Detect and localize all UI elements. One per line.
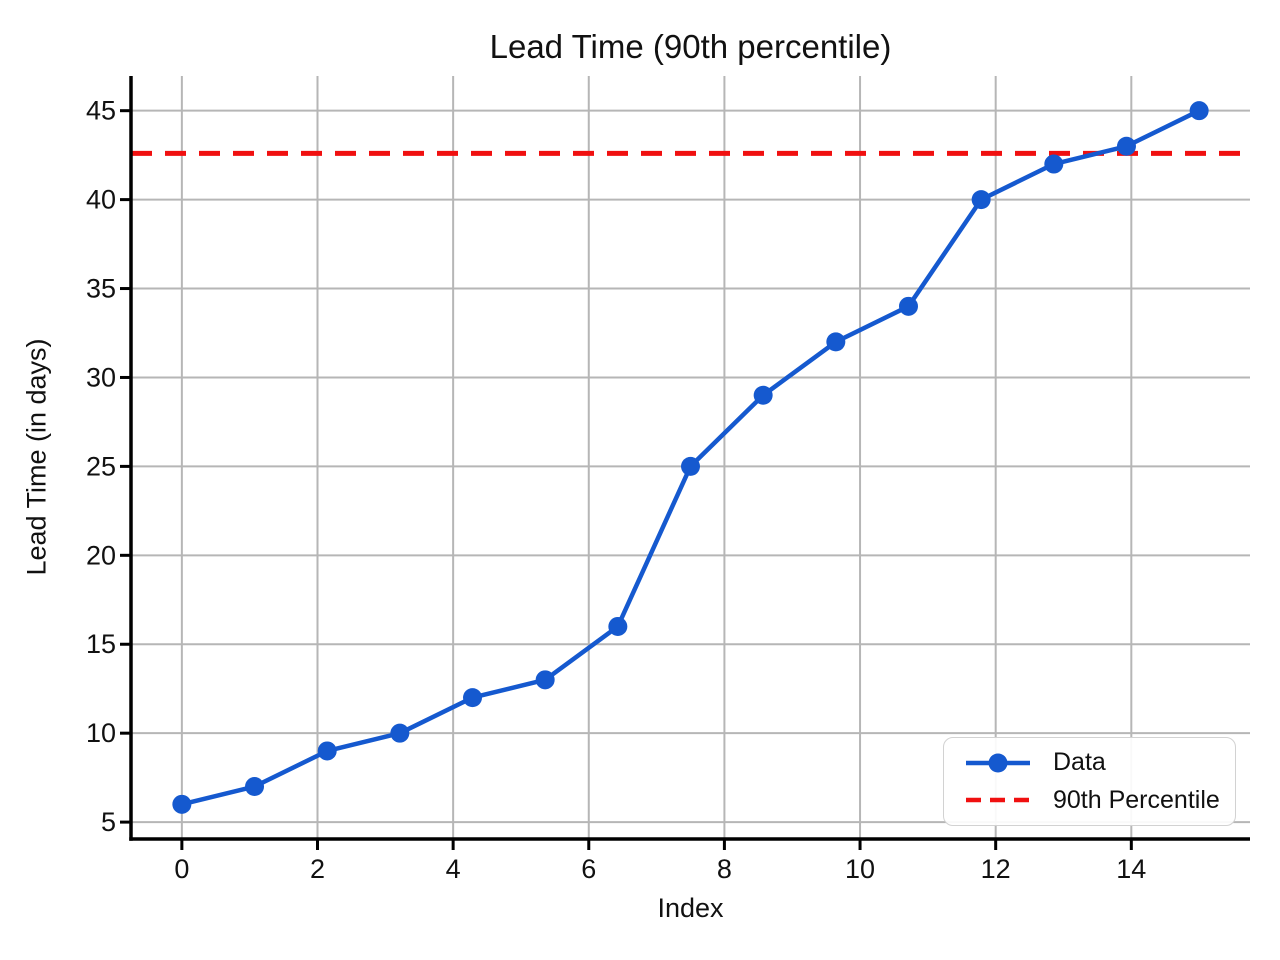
x-tick-label: 6 xyxy=(581,854,596,884)
legend: Data 90th Percentile xyxy=(943,737,1236,826)
x-tick-label: 12 xyxy=(981,854,1011,884)
data-point xyxy=(463,688,483,708)
data-point xyxy=(317,741,337,761)
legend-data-marker-icon xyxy=(988,753,1008,773)
data-point xyxy=(1189,101,1209,121)
x-tick-label: 4 xyxy=(446,854,461,884)
x-tick-label: 2 xyxy=(310,854,325,884)
data-point xyxy=(245,777,265,797)
y-tick-label: 10 xyxy=(86,718,116,748)
y-tick-label: 25 xyxy=(86,451,116,481)
data-point xyxy=(535,670,555,690)
data-point xyxy=(1044,154,1064,174)
y-tick-label: 35 xyxy=(86,274,116,304)
y-tick-label: 20 xyxy=(86,540,116,570)
data-point xyxy=(608,616,628,636)
legend-item-percentile: 90th Percentile xyxy=(963,785,1235,814)
y-tick-label: 15 xyxy=(86,629,116,659)
x-tick-label: 10 xyxy=(845,854,875,884)
y-tick-label: 30 xyxy=(86,362,116,392)
y-tick-label: 45 xyxy=(86,96,116,126)
data-point xyxy=(971,190,991,210)
y-tick-label: 5 xyxy=(101,807,116,837)
data-point xyxy=(826,332,846,352)
data-point xyxy=(390,723,410,743)
legend-item-data: Data xyxy=(963,750,1235,775)
data-point xyxy=(681,456,700,476)
x-axis-label: Index xyxy=(657,893,724,923)
chart-title: Lead Time (90th percentile) xyxy=(489,28,892,65)
legend-percentile-swatch xyxy=(966,797,1030,803)
legend-data-label: Data xyxy=(1053,748,1106,777)
x-tick-label: 8 xyxy=(717,854,732,884)
x-tick-label: 14 xyxy=(1116,854,1146,884)
legend-percentile-label: 90th Percentile xyxy=(1053,785,1220,814)
legend-data-swatch xyxy=(966,753,1030,773)
x-tick-label: 0 xyxy=(174,854,189,884)
y-tick-label: 40 xyxy=(86,185,116,215)
data-point xyxy=(898,296,918,316)
data-point xyxy=(172,794,192,814)
y-axis-label: Lead Time (in days) xyxy=(21,338,52,576)
data-point xyxy=(753,385,773,405)
data-point xyxy=(1116,136,1136,156)
